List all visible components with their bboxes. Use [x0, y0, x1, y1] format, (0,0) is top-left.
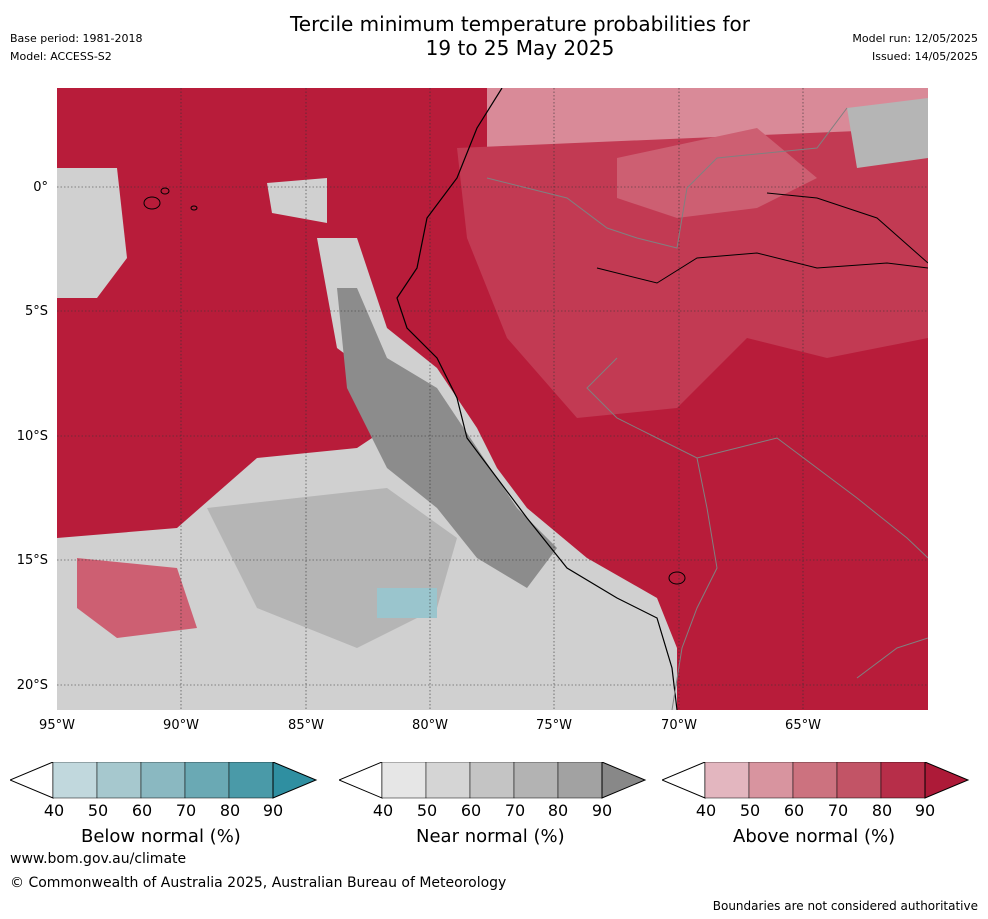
below-tick-80: 80	[219, 801, 241, 820]
colorbar-near-swatch-2	[425, 762, 471, 799]
colorbar-near	[339, 762, 647, 799]
issued-text: Issued: 14/05/2025	[871, 50, 978, 63]
graticule	[57, 88, 928, 710]
map-canvas	[57, 88, 928, 710]
colorbar-below-swatch-1	[52, 762, 98, 799]
below-normal-region	[377, 588, 437, 618]
lat-label-5s: 5°S	[24, 304, 48, 319]
above-80-region-continent	[457, 128, 928, 418]
below-tick-60: 60	[131, 801, 153, 820]
colorbar-near-swatch-5	[557, 762, 603, 799]
lake-titicaca	[668, 571, 686, 585]
lat-label-0: 0°	[33, 180, 48, 195]
near-tick-40: 40	[372, 801, 394, 820]
title-line2: 19 to 25 May 2025	[425, 36, 615, 60]
meta-left: Base period: 1981-2018 Model: ACCESS-S2	[10, 30, 142, 66]
colorbar-above-swatch-5	[880, 762, 926, 799]
colorbar-near-under	[339, 762, 383, 799]
near-normal-region-coast	[57, 238, 677, 710]
coastline	[396, 88, 678, 710]
footer-copyright: © Commonwealth of Australia 2025, Austra…	[10, 875, 507, 891]
colorbar-near-swatch-1	[381, 762, 427, 799]
model-text: Model: ACCESS-S2	[10, 50, 112, 63]
near-tick-70: 70	[504, 801, 526, 820]
above-tick-50: 50	[739, 801, 761, 820]
near-normal-region-northeast	[847, 98, 928, 168]
above-tick-90: 90	[914, 801, 936, 820]
below-tick-70: 70	[175, 801, 197, 820]
border-ecuador-colombia	[486, 107, 848, 249]
river-north	[766, 192, 928, 264]
border-peru-brazil-bolivia	[586, 357, 928, 559]
galapagos-island-1	[143, 196, 161, 210]
base-period-text: Base period: 1981-2018	[10, 32, 143, 45]
border-southeast	[856, 637, 928, 679]
above-normal-label: Above normal (%)	[733, 826, 896, 847]
lon-label-75w: 75°W	[536, 718, 572, 733]
colorbar-below-swatch-4	[184, 762, 230, 799]
colorbar-above-over	[924, 762, 970, 799]
colorbar-below	[10, 762, 318, 799]
lon-label-85w: 85°W	[288, 718, 324, 733]
above-tick-60: 60	[783, 801, 805, 820]
title-line1: Tercile minimum temperature probabilitie…	[289, 12, 751, 36]
colorbar-below-swatch-2	[96, 762, 142, 799]
colorbar-near-swatch-3	[469, 762, 515, 799]
lon-label-80w: 80°W	[412, 718, 448, 733]
galapagos-islands	[143, 187, 198, 211]
above-tick-70: 70	[827, 801, 849, 820]
colorbar-above-under	[662, 762, 706, 799]
near-tick-80: 80	[547, 801, 569, 820]
colorbar-above-swatch-4	[836, 762, 882, 799]
colorbar-near-over	[601, 762, 647, 799]
footer-url[interactable]: www.bom.gov.au/climate	[10, 851, 187, 867]
colorbar-above-swatch-2	[748, 762, 794, 799]
colorbar-below-under	[10, 762, 54, 799]
near-tick-90: 90	[591, 801, 613, 820]
near-tick-60: 60	[460, 801, 482, 820]
colorbar-above	[662, 762, 970, 799]
colorbar-above-swatch-3	[792, 762, 838, 799]
lon-label-70w: 70°W	[661, 718, 697, 733]
lat-label-20s: 20°S	[16, 678, 48, 693]
meta-right: Model run: 12/05/2025 Issued: 14/05/2025	[852, 30, 978, 66]
below-normal-label: Below normal (%)	[81, 826, 241, 847]
lon-label-90w: 90°W	[163, 718, 199, 733]
below-tick-50: 50	[87, 801, 109, 820]
below-tick-90: 90	[262, 801, 284, 820]
lat-label-15s: 15°S	[16, 553, 48, 568]
above-70-region-southwest	[77, 558, 197, 638]
colorbar-below-swatch-3	[140, 762, 186, 799]
map-title: Tercile minimum temperature probabilitie…	[0, 12, 988, 60]
probability-map	[57, 88, 928, 710]
above-tick-40: 40	[695, 801, 717, 820]
above-tick-80: 80	[871, 801, 893, 820]
galapagos-island-3	[190, 205, 198, 211]
country-borders	[486, 107, 928, 710]
colorbar-below-over	[272, 762, 318, 799]
near-normal-region-west	[57, 168, 127, 298]
colorbar-near-swatch-4	[513, 762, 559, 799]
colorbar-above-swatch-1	[704, 762, 750, 799]
near-normal-label: Near normal (%)	[416, 826, 565, 847]
lat-label-10s: 10°S	[16, 429, 48, 444]
amazon-river	[596, 252, 928, 284]
galapagos-island-2	[160, 187, 170, 195]
near-90-region	[337, 288, 557, 588]
lon-label-95w: 95°W	[39, 718, 75, 733]
footer-disclaimer: Boundaries are not considered authoritat…	[712, 899, 978, 913]
below-tick-40: 40	[43, 801, 65, 820]
above-70-region-amazon	[617, 128, 817, 218]
near-normal-region-galapagos	[267, 178, 327, 223]
colorbar-below-swatch-5	[228, 762, 274, 799]
near-tick-50: 50	[416, 801, 438, 820]
border-bolivia-chile	[671, 457, 718, 710]
lon-label-65w: 65°W	[785, 718, 821, 733]
model-run-text: Model run: 12/05/2025	[852, 32, 978, 45]
